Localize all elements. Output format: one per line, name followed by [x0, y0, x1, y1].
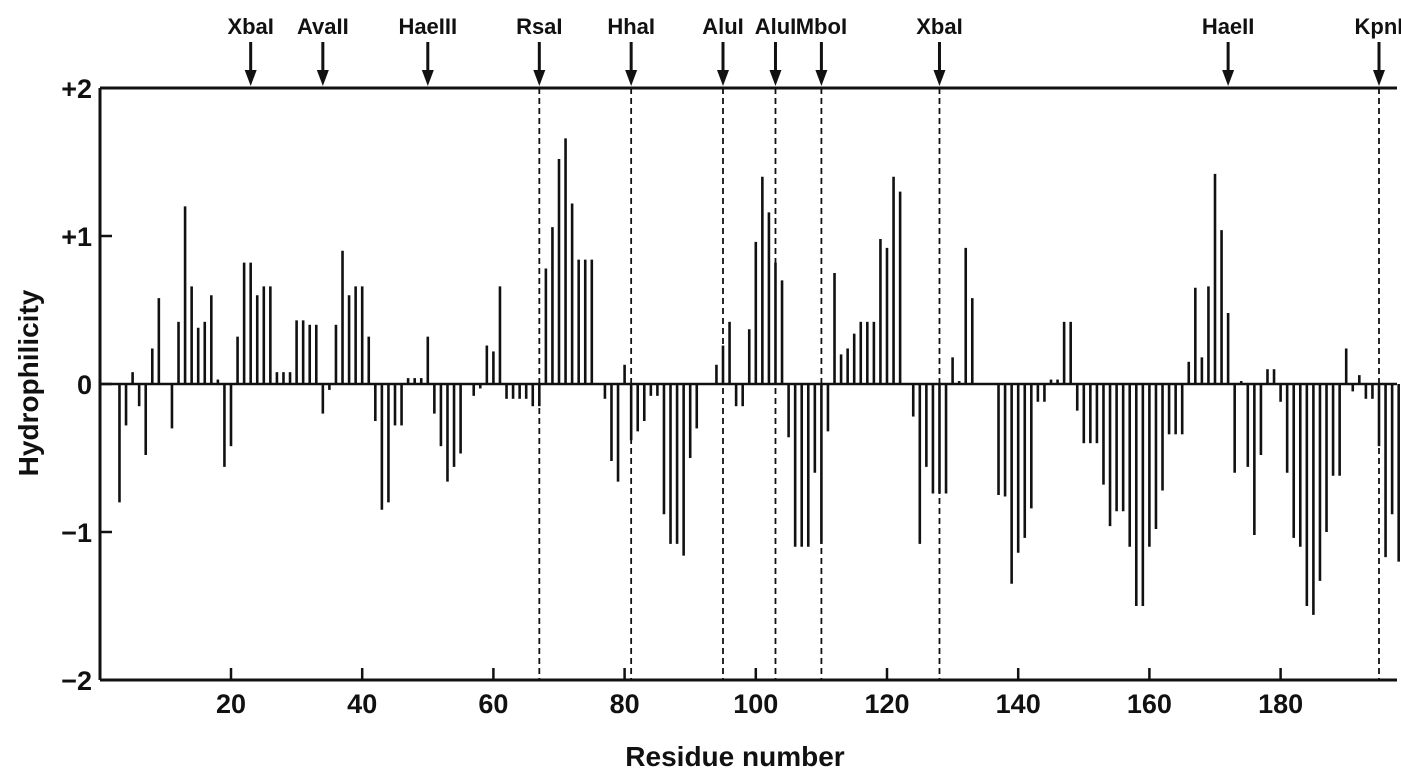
site-label-AvaII: AvaII — [297, 14, 349, 39]
site-label-KpnI: KpnI — [1355, 14, 1401, 39]
y-tick-label-1: +1 — [61, 222, 92, 252]
x-tick-label-100: 100 — [733, 689, 778, 719]
x-tick-label-160: 160 — [1127, 689, 1172, 719]
site-label-XbaI: XbaI — [227, 14, 273, 39]
site-label-HaeIII: HaeIII — [398, 14, 457, 39]
site-arrowhead-HhaI — [625, 70, 638, 86]
x-tick-label-140: 140 — [996, 689, 1041, 719]
y-axis-title: Hydrophilicity — [13, 289, 44, 476]
x-tick-label-80: 80 — [610, 689, 640, 719]
site-arrowhead-KpnI — [1373, 70, 1385, 86]
y-tick-label-3: −1 — [61, 518, 92, 548]
y-tick-label-2: 0 — [77, 370, 92, 400]
site-label-HhaI: HhaI — [607, 14, 655, 39]
x-tick-label-20: 20 — [216, 689, 246, 719]
x-tick-label-180: 180 — [1258, 689, 1303, 719]
site-arrowhead-XbaI — [244, 70, 257, 86]
site-arrowhead-HaeIII — [421, 70, 434, 86]
restriction-site-markers: XbaI AvaII HaeIII RsaI HhaI AluI AluI MboI XbaI H… — [227, 14, 1401, 86]
site-arrowhead-HaeII — [1222, 70, 1235, 86]
site-label-RsaI: RsaI — [516, 14, 562, 39]
site-arrowhead-AvaII — [316, 70, 329, 86]
x-tick-label-60: 60 — [478, 689, 508, 719]
site-arrowhead-MboI — [815, 70, 828, 86]
axis-ticks: 20 40 60 80 100 120 140 160 180 +2 +1 0 −1 −2 — [61, 74, 1303, 719]
site-arrowhead-RsaI — [533, 70, 546, 86]
x-tick-label-120: 120 — [864, 689, 909, 719]
site-label-XbaI-2: XbaI — [916, 14, 962, 39]
x-tick-label-40: 40 — [347, 689, 377, 719]
site-label-AluI-2: AluI — [755, 14, 797, 39]
site-label-AluI: AluI — [702, 14, 744, 39]
y-tick-label-4: −2 — [61, 666, 92, 696]
y-tick-label-0: +2 — [61, 74, 92, 104]
x-axis-title: Residue number — [625, 741, 844, 772]
site-arrowhead-AluI-2 — [769, 70, 782, 86]
site-label-HaeII: HaeII — [1202, 14, 1255, 39]
site-label-MboI: MboI — [796, 14, 847, 39]
site-arrowhead-XbaI-2 — [933, 70, 946, 86]
hydrophilicity-bars — [118, 138, 1400, 615]
site-arrowhead-AluI — [717, 70, 729, 86]
